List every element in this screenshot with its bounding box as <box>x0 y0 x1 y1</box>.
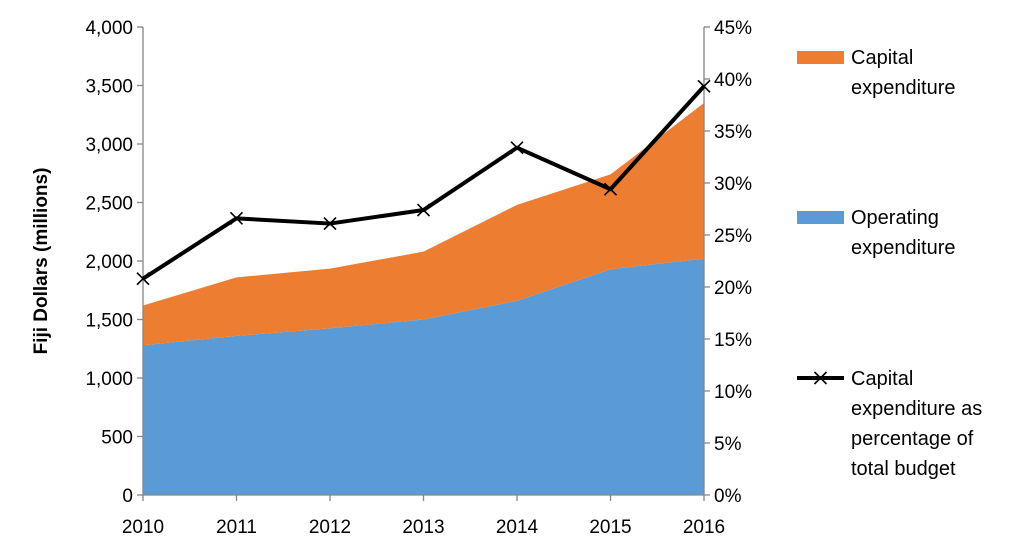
x-tick-label: 2015 <box>589 517 631 538</box>
y2-tick-label: 35% <box>714 122 752 143</box>
line-point-marker <box>136 272 150 286</box>
line-point-marker <box>323 216 337 231</box>
legend-label-capital-expenditure-percentage: total budget <box>851 458 956 480</box>
x-tick-label: 2011 <box>216 517 257 538</box>
y2-tick-label: 0% <box>714 486 742 507</box>
y2-tick-label: 45% <box>714 18 752 39</box>
legend-label-capital-expenditure: expenditure <box>851 77 956 99</box>
line-point-marker <box>229 211 244 225</box>
y-tick-label: 1,000 <box>85 369 133 390</box>
y-tick-label: 3,000 <box>85 135 133 156</box>
legend-marker-x-icon <box>813 371 828 385</box>
area-capital-expenditure <box>143 103 704 346</box>
x-tick-label: 2012 <box>309 517 351 538</box>
x-tick-label: 2010 <box>122 517 164 538</box>
legend-label-capital-expenditure-percentage: Capital <box>851 368 913 390</box>
legend-swatch-operating-expenditure <box>797 211 844 224</box>
legend-label-operating-expenditure: expenditure <box>851 237 956 259</box>
y-tick-label: 2,500 <box>85 194 133 215</box>
y2-tick-label: 5% <box>714 434 742 455</box>
y2-tick-label: 30% <box>714 174 752 195</box>
line-point-marker <box>603 182 618 196</box>
y-tick-label: 3,500 <box>85 77 133 98</box>
area-operating-expenditure <box>143 258 704 495</box>
x-tick-label: 2016 <box>683 517 725 538</box>
y-tick-label: 2,000 <box>85 252 133 273</box>
legend-label-capital-expenditure-percentage: percentage of <box>851 428 974 450</box>
y-tick-label: 0 <box>122 486 133 507</box>
y2-tick-label: 20% <box>714 278 752 299</box>
x-tick-label: 2013 <box>402 517 444 538</box>
line-point-marker <box>510 141 524 155</box>
line-point-marker <box>697 79 711 93</box>
y-tick-label: 1,500 <box>85 311 133 332</box>
y2-tick-label: 40% <box>714 70 752 91</box>
y2-tick-label: 15% <box>714 330 752 351</box>
legend-swatch-capital-expenditure <box>797 51 844 64</box>
y2-tick-label: 10% <box>714 382 752 403</box>
y-tick-label: 4,000 <box>85 18 133 39</box>
legend-label-capital-expenditure-percentage: expenditure as <box>851 398 982 420</box>
y-tick-label: 500 <box>101 428 133 449</box>
legend-label-capital-expenditure: Capital <box>851 47 913 69</box>
y-axis-title: Fiji Dollars (millions) <box>31 168 52 355</box>
y2-tick-label: 25% <box>714 226 752 247</box>
x-tick-label: 2014 <box>496 517 539 538</box>
line-point-marker <box>416 203 431 217</box>
legend-label-operating-expenditure: Operating <box>851 207 939 229</box>
